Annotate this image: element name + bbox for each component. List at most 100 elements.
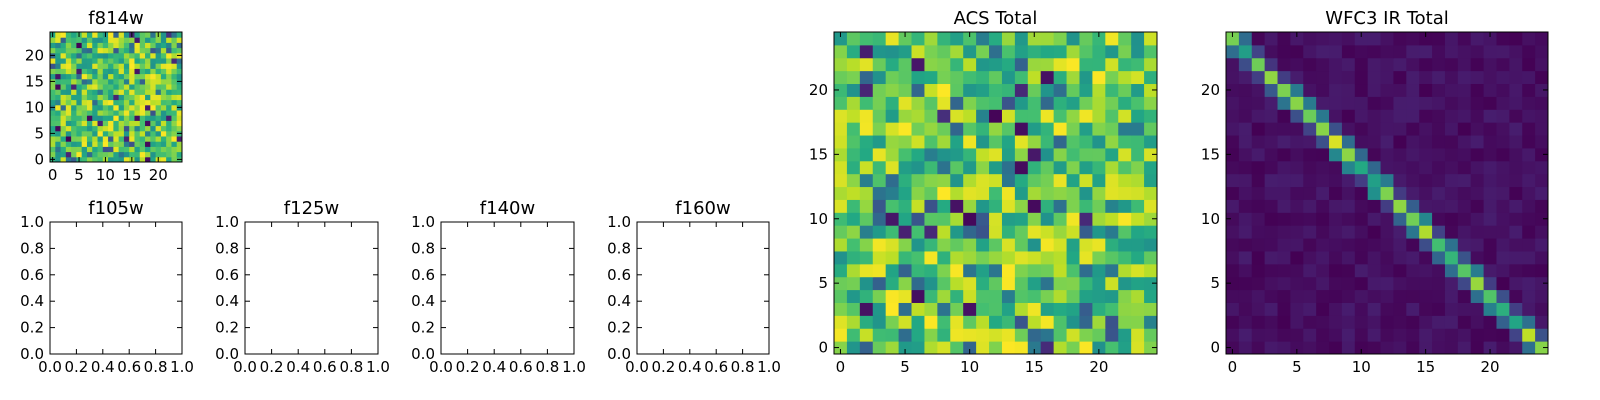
heatmap-cell bbox=[1264, 109, 1279, 123]
heatmap-cell bbox=[898, 289, 913, 303]
heatmap-cell bbox=[155, 73, 162, 80]
heatmap-cell bbox=[1470, 289, 1485, 303]
heatmap-cell bbox=[118, 58, 125, 64]
heatmap-cell bbox=[989, 83, 1003, 97]
heatmap-cell bbox=[176, 151, 183, 158]
heatmap-cell bbox=[92, 110, 99, 116]
heatmap-cell bbox=[1419, 186, 1433, 200]
heatmap-cell bbox=[1092, 70, 1106, 85]
heatmap-cell bbox=[1380, 289, 1394, 303]
heatmap-cell bbox=[129, 84, 135, 90]
heatmap-cell bbox=[118, 99, 125, 106]
heatmap-cell bbox=[885, 122, 900, 136]
heatmap-cell bbox=[1027, 96, 1042, 110]
heatmap-cell bbox=[911, 341, 925, 355]
heatmap-cell bbox=[1535, 238, 1549, 252]
heatmap-cell bbox=[1329, 147, 1343, 162]
heatmap-cell bbox=[1483, 315, 1497, 329]
x-tick-label: 0.4 bbox=[286, 358, 310, 376]
heatmap-cell bbox=[1027, 109, 1042, 123]
heatmap-cell bbox=[1367, 212, 1382, 226]
heatmap-cell bbox=[1522, 173, 1536, 188]
panel-title: WFC3 IR Total bbox=[1325, 8, 1448, 29]
heatmap-cell bbox=[1393, 83, 1407, 97]
heatmap-cell bbox=[60, 37, 67, 43]
heatmap-cell bbox=[989, 173, 1003, 188]
heatmap-cell bbox=[1118, 212, 1132, 226]
heatmap-cell bbox=[1251, 70, 1266, 85]
heatmap-cell bbox=[1419, 147, 1433, 162]
heatmap-cell bbox=[963, 276, 977, 291]
heatmap-cell bbox=[171, 58, 178, 64]
heatmap-cell bbox=[1040, 70, 1055, 85]
heatmap-cell bbox=[1367, 135, 1382, 149]
heatmap-cell bbox=[1053, 263, 1068, 278]
heatmap-cell bbox=[166, 37, 172, 43]
heatmap-cell bbox=[1014, 238, 1029, 252]
heatmap-cell bbox=[1444, 70, 1459, 85]
heatmap-cell bbox=[1251, 57, 1266, 72]
heatmap-cell bbox=[859, 263, 874, 278]
heatmap-cell bbox=[1264, 44, 1279, 59]
heatmap-cell bbox=[155, 136, 162, 142]
heatmap-cell bbox=[1354, 238, 1369, 252]
heatmap-cell bbox=[1483, 341, 1497, 355]
heatmap-cell bbox=[872, 57, 887, 72]
heatmap-cell bbox=[1290, 109, 1304, 123]
heatmap-cell bbox=[55, 42, 62, 49]
heatmap-cell bbox=[1535, 276, 1549, 291]
heatmap-cell bbox=[950, 83, 964, 97]
heatmap-cell bbox=[924, 173, 938, 188]
heatmap-cell bbox=[989, 135, 1003, 149]
heatmap-cell bbox=[92, 104, 99, 111]
heatmap-cell bbox=[950, 44, 964, 59]
heatmap-cell bbox=[171, 151, 178, 158]
heatmap-cell bbox=[166, 84, 172, 90]
heatmap-cell bbox=[166, 130, 172, 137]
heatmap-cell bbox=[1316, 250, 1330, 265]
heatmap-cell bbox=[134, 63, 141, 69]
heatmap-cell bbox=[1367, 199, 1382, 213]
heatmap-cell bbox=[1303, 57, 1317, 72]
heatmap-cell bbox=[1251, 135, 1266, 149]
heatmap-cell bbox=[1001, 32, 1016, 46]
heatmap-cell bbox=[1522, 122, 1536, 136]
heatmap-cell bbox=[118, 37, 125, 43]
heatmap-cell bbox=[859, 122, 874, 136]
heatmap-cell bbox=[1496, 212, 1510, 226]
heatmap-cell bbox=[1432, 160, 1446, 175]
heatmap-cell bbox=[976, 173, 990, 188]
heatmap-cell bbox=[1380, 32, 1394, 46]
heatmap-cell bbox=[1341, 173, 1356, 188]
heatmap-cell bbox=[924, 328, 938, 342]
heatmap-cell bbox=[1316, 96, 1330, 110]
heatmap-cell bbox=[1457, 289, 1472, 303]
heatmap-cell bbox=[834, 328, 848, 342]
heatmap-cell bbox=[1444, 44, 1459, 59]
heatmap-cell bbox=[872, 109, 887, 123]
heatmap-cell bbox=[911, 96, 925, 110]
heatmap-cell bbox=[950, 122, 964, 136]
heatmap-cell bbox=[1290, 289, 1304, 303]
heatmap-cell bbox=[1277, 122, 1291, 136]
heatmap-cell bbox=[108, 110, 114, 116]
heatmap-cell bbox=[50, 68, 56, 75]
heatmap-cell bbox=[71, 146, 77, 153]
heatmap-cell bbox=[65, 104, 72, 111]
heatmap-cell bbox=[1092, 173, 1106, 188]
x-tick-label: 0.4 bbox=[91, 358, 115, 376]
heatmap-cell bbox=[1264, 276, 1279, 291]
heatmap-cell bbox=[129, 58, 135, 64]
heatmap-cell bbox=[1277, 160, 1291, 175]
heatmap-cell bbox=[1509, 160, 1523, 175]
heatmap-cell bbox=[129, 73, 135, 80]
heatmap-cell bbox=[86, 141, 93, 147]
heatmap-cell bbox=[937, 289, 951, 303]
heatmap-cell bbox=[1457, 341, 1472, 355]
heatmap-cell bbox=[60, 42, 67, 49]
heatmap-cell bbox=[171, 73, 178, 80]
heatmap-cell bbox=[1251, 147, 1266, 162]
heatmap-cell bbox=[81, 52, 88, 59]
heatmap-cell bbox=[924, 315, 938, 329]
heatmap-cell bbox=[1290, 44, 1304, 59]
